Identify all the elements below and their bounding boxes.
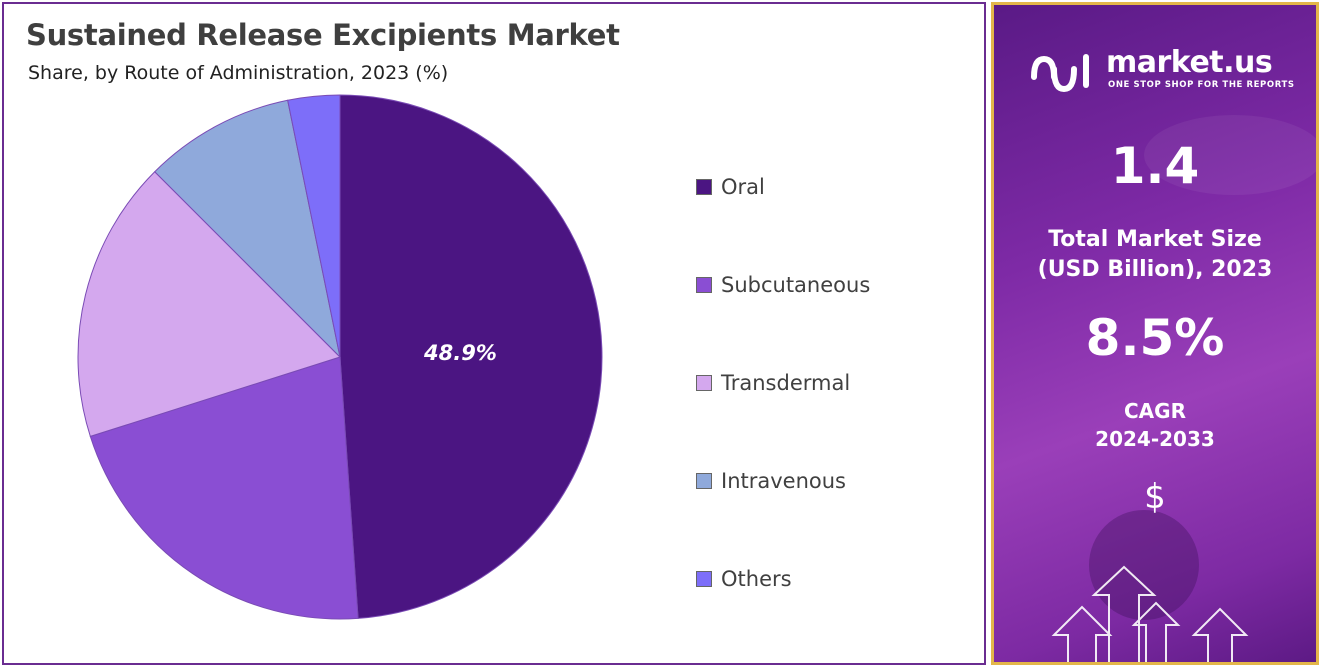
legend-item-oral: Oral [696, 172, 976, 202]
chart-subtitle: Share, by Route of Administration, 2023 … [28, 62, 449, 84]
legend-swatch [696, 473, 712, 489]
chart-panel: Sustained Release Excipients Market Shar… [2, 2, 986, 665]
legend-item-others: Others [696, 564, 976, 594]
legend-label: Oral [721, 175, 765, 199]
market-us-logo: market.us ONE STOP SHOP FOR THE REPORTS [1028, 45, 1298, 97]
pie-slice-others [287, 94, 341, 358]
cagr-label-line1: CAGR [1124, 399, 1186, 423]
legend-swatch [696, 179, 712, 195]
legend-item-intravenous: Intravenous [696, 466, 976, 496]
chart-title: Sustained Release Excipients Market [26, 18, 620, 52]
legend-label: Transdermal [721, 371, 851, 395]
cagr-label-line2: 2024-2033 [1095, 427, 1215, 451]
legend-swatch [696, 375, 712, 391]
pie-slice-intravenous [154, 99, 341, 359]
dollar-icon: $ [1144, 477, 1166, 517]
legend-label: Others [721, 567, 792, 591]
legend-label: Subcutaneous [721, 273, 871, 297]
legend-item-transdermal: Transdermal [696, 368, 976, 398]
pie-slice-transdermal [77, 171, 341, 438]
market-us-logo-icon [1031, 54, 1089, 93]
market-size-label-line2: (USD Billion), 2023 [1037, 257, 1273, 282]
logo-tagline: ONE STOP SHOP FOR THE REPORTS [1108, 80, 1295, 90]
legend-swatch [696, 571, 712, 587]
market-size-label-line1: Total Market Size [1048, 227, 1262, 252]
cagr-label: CAGR 2024-2033 [994, 397, 1316, 453]
logo-text: market.us [1106, 45, 1273, 80]
summary-sidebar: market.us ONE STOP SHOP FOR THE REPORTS … [991, 2, 1319, 665]
pie-slice-oral [339, 94, 603, 619]
chart-legend: Oral Subcutaneous Transdermal Intravenous Ot… [696, 172, 976, 662]
slice-data-label: 48.9% [423, 341, 497, 365]
pie-slice-subcutaneous [89, 356, 359, 620]
market-size-value: 1.4 [1110, 137, 1200, 195]
legend-swatch [696, 277, 712, 293]
cagr-value: 8.5% [1085, 309, 1225, 367]
pie-chart: 48.9% [77, 94, 603, 620]
up-arrow-icon [1051, 565, 1249, 662]
market-size-label: Total Market Size (USD Billion), 2023 [994, 225, 1316, 285]
legend-label: Intravenous [721, 469, 846, 493]
legend-item-subcutaneous: Subcutaneous [696, 270, 976, 300]
growth-arrows-background [1051, 115, 1316, 662]
